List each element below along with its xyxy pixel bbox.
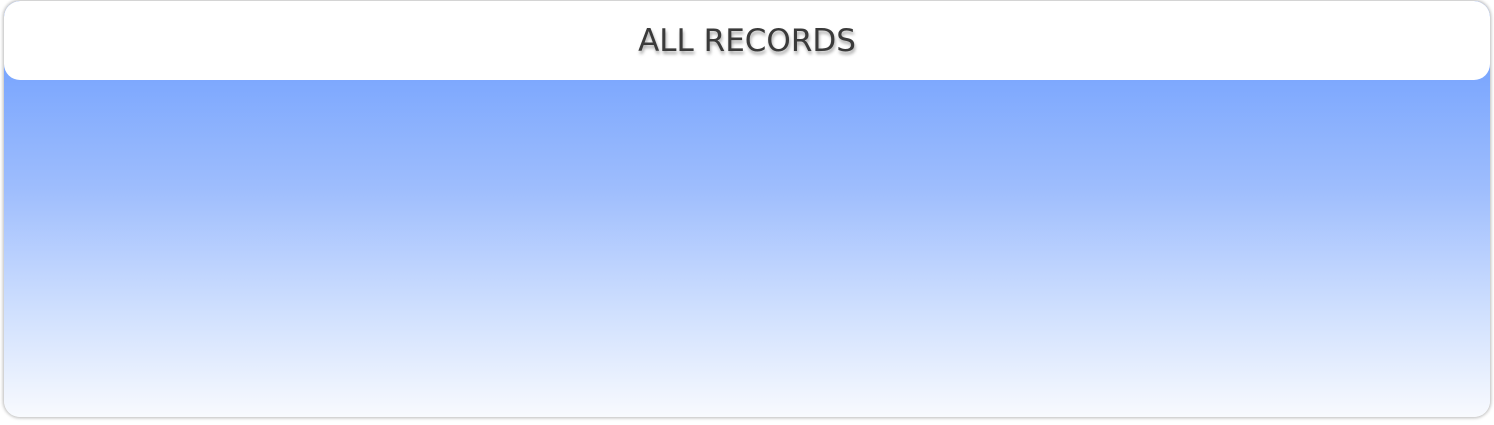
panel-title: ALL RECORDS — [638, 23, 856, 59]
panel-header: ALL RECORDS — [4, 1, 1490, 80]
records-content-area — [4, 80, 1490, 417]
records-panel: ALL RECORDS — [4, 1, 1490, 417]
